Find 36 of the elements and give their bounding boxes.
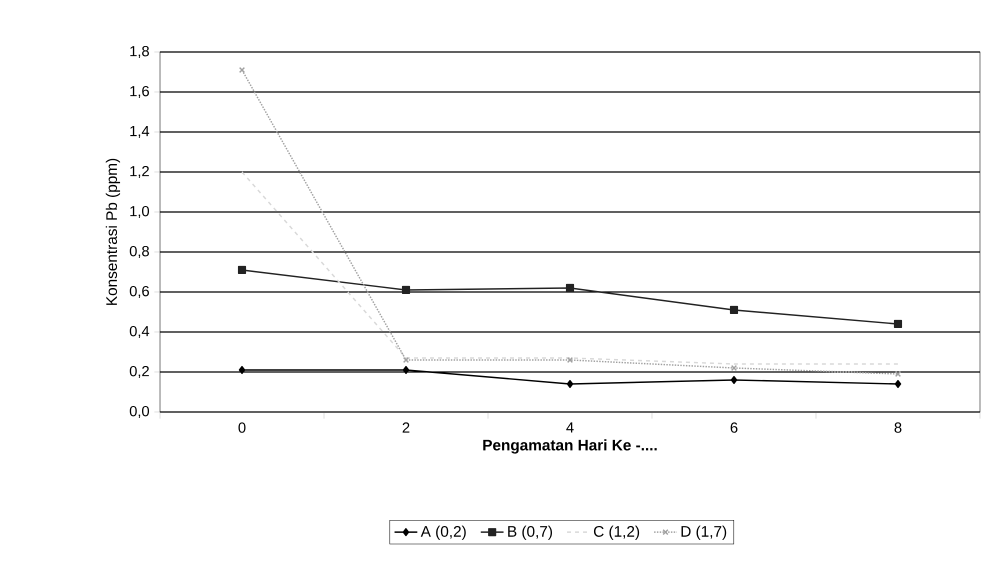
point [402, 356, 410, 364]
x-tick-label: 6 [730, 422, 738, 433]
legend-label: D (1,7) [682, 526, 726, 540]
point [566, 380, 574, 388]
y-tick-label: 0,8 [130, 246, 149, 258]
x-axis-title: Pengamatan Hari Ke -.... [483, 439, 657, 454]
y-tick-label: 1,4 [130, 126, 150, 138]
point [894, 370, 902, 378]
point [566, 356, 574, 364]
y-tick-label: 0,4 [130, 326, 150, 338]
point [566, 284, 574, 292]
y-tick-label: 0,0 [130, 406, 150, 418]
point [730, 306, 738, 314]
point [894, 320, 902, 328]
y-tick-label: 1,6 [130, 86, 149, 98]
x-tick-label: 2 [402, 422, 410, 433]
point [730, 364, 738, 372]
point [402, 286, 410, 294]
y-axis-title: Konsentrasi Pb (ppm) [106, 158, 120, 305]
point [402, 366, 410, 374]
y-tick-label: 1,8 [130, 46, 149, 58]
y-tick-label: 1,2 [130, 166, 149, 178]
point [238, 66, 246, 74]
point [894, 380, 902, 388]
point [238, 266, 246, 274]
legend-label: C (1,2) [594, 526, 640, 540]
legend-label: B (0,7) [508, 526, 552, 540]
point [730, 376, 738, 384]
x-tick-label: 0 [238, 422, 246, 433]
y-tick-label: 0,6 [130, 286, 149, 298]
legend-label: A (0,2) [420, 526, 466, 540]
y-tick-label: 1,0 [130, 206, 150, 218]
y-tick-label: 0,2 [130, 366, 149, 378]
x-tick-label: 8 [894, 422, 902, 433]
point [238, 366, 246, 374]
x-tick-label: 4 [566, 422, 574, 432]
